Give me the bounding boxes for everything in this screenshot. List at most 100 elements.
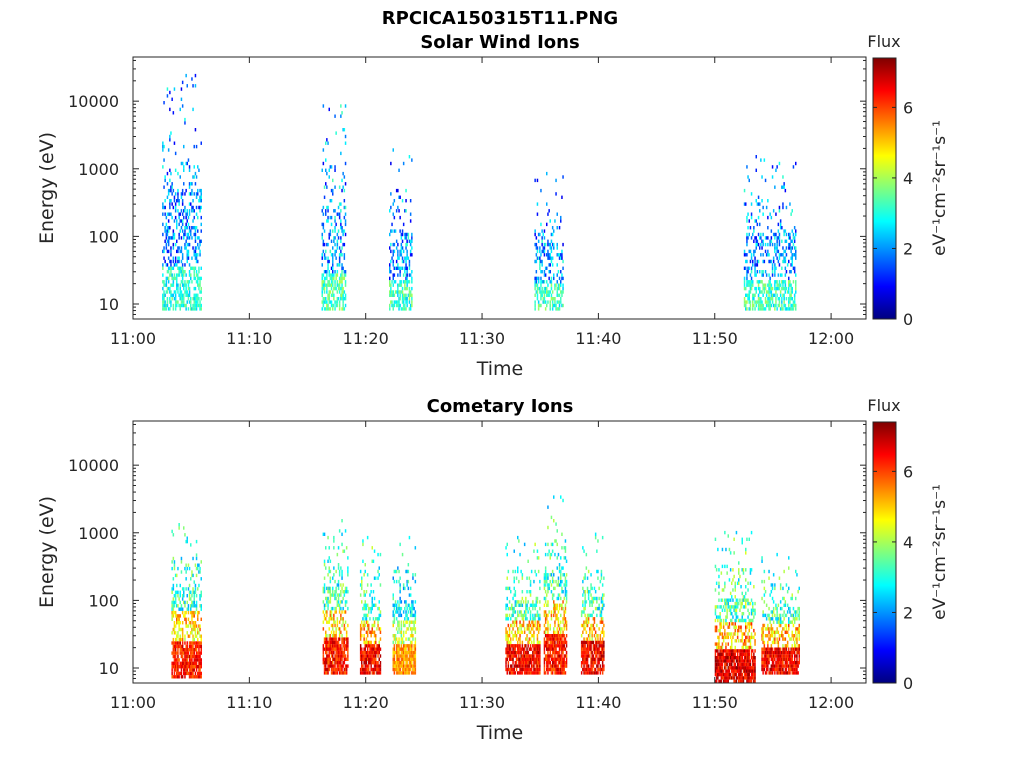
heatmap-cell — [756, 155, 758, 158]
heatmap-cell — [173, 257, 175, 260]
heatmap-cell — [196, 648, 198, 651]
heatmap-cell — [338, 206, 340, 209]
heatmap-cell — [377, 577, 379, 580]
heatmap-cell — [584, 607, 586, 610]
heatmap-cell — [534, 624, 536, 627]
heatmap-cell — [379, 566, 381, 569]
heatmap-cell — [603, 651, 605, 654]
heatmap-cell — [753, 304, 755, 307]
heatmap-cell — [170, 250, 172, 253]
heatmap-cell — [790, 213, 792, 216]
heatmap-cell — [176, 584, 178, 587]
heatmap-cell — [507, 671, 509, 674]
heatmap-cell — [529, 664, 531, 667]
heatmap-cell — [340, 104, 342, 107]
heatmap-cell — [545, 590, 547, 593]
heatmap-cell — [331, 165, 333, 168]
heatmap-cell — [544, 229, 546, 232]
heatmap-cell — [189, 280, 191, 283]
heatmap-cell — [507, 597, 509, 600]
heatmap-cell — [551, 583, 553, 586]
heatmap-cell — [365, 648, 367, 651]
heatmap-cell — [189, 213, 191, 216]
heatmap-cell — [550, 243, 552, 246]
heatmap-cell — [593, 654, 595, 657]
heatmap-cell — [194, 175, 196, 178]
heatmap-cell — [406, 607, 408, 610]
heatmap-cell — [167, 182, 169, 185]
heatmap-cell — [780, 219, 782, 222]
heatmap-cell — [169, 108, 171, 111]
heatmap-cell — [538, 570, 540, 573]
heatmap-cell — [771, 290, 773, 293]
heatmap-cell — [178, 199, 180, 202]
heatmap-cell — [584, 577, 586, 580]
heatmap-cell — [560, 573, 562, 576]
heatmap-cell — [537, 597, 539, 600]
heatmap-cell — [757, 263, 759, 266]
heatmap-cell — [190, 277, 192, 280]
heatmap-cell — [551, 240, 553, 243]
heatmap-cell — [201, 196, 203, 199]
heatmap-cell — [374, 631, 376, 634]
heatmap-cell — [396, 260, 398, 263]
heatmap-cell — [333, 631, 335, 634]
heatmap-cell — [325, 297, 327, 300]
heatmap-cell — [339, 610, 341, 613]
heatmap-cell — [415, 658, 417, 661]
heatmap-cell — [726, 663, 728, 666]
heatmap-cell — [181, 226, 183, 229]
heatmap-cell — [762, 273, 764, 276]
heatmap-cell — [181, 604, 183, 607]
heatmap-cell — [166, 236, 168, 239]
heatmap-cell — [527, 600, 529, 603]
heatmap-cell — [548, 583, 550, 586]
heatmap-cell — [199, 284, 201, 287]
heatmap-cell — [190, 300, 192, 303]
heatmap-cell — [183, 273, 185, 276]
heatmap-cell — [399, 597, 401, 600]
heatmap-cell — [406, 300, 408, 303]
heatmap-cell — [544, 664, 546, 667]
heatmap-cell — [339, 257, 341, 260]
heatmap-cell — [184, 209, 186, 212]
heatmap-cell — [566, 651, 568, 654]
heatmap-cell — [174, 142, 176, 145]
heatmap-cell — [192, 199, 194, 202]
heatmap-cell — [341, 610, 343, 613]
heatmap-cell — [602, 637, 604, 640]
heatmap-cell — [184, 206, 186, 209]
heatmap-cell — [178, 675, 180, 678]
heatmap-cell — [544, 648, 546, 651]
heatmap-cell — [199, 597, 201, 600]
heatmap-cell — [584, 644, 586, 647]
heatmap-cell — [519, 621, 521, 624]
heatmap-cell — [566, 658, 568, 661]
heatmap-cell — [169, 135, 171, 138]
heatmap-cell — [532, 607, 534, 610]
heatmap-cell — [180, 614, 182, 617]
heatmap-cell — [724, 609, 726, 612]
heatmap-cell — [776, 257, 778, 260]
heatmap-cell — [555, 522, 557, 525]
heatmap-cell — [170, 263, 172, 266]
heatmap-cell — [771, 304, 773, 307]
heatmap-cell — [559, 287, 561, 290]
heatmap-cell — [170, 270, 172, 273]
heatmap-cell — [767, 216, 769, 219]
heatmap-cell — [182, 213, 184, 216]
heatmap-cell — [582, 546, 584, 549]
heatmap-cell — [602, 617, 604, 620]
heatmap-cell — [331, 300, 333, 303]
heatmap-cell — [173, 533, 175, 536]
heatmap-cell — [762, 253, 764, 256]
heatmap-cell — [744, 189, 746, 192]
heatmap-cell — [512, 637, 514, 640]
heatmap-cell — [557, 607, 559, 610]
heatmap-cell — [342, 664, 344, 667]
heatmap-cell — [557, 263, 559, 266]
heatmap-cell — [178, 260, 180, 263]
heatmap-cell — [199, 668, 201, 671]
heatmap-cell — [552, 570, 554, 573]
heatmap-cell — [774, 307, 776, 310]
